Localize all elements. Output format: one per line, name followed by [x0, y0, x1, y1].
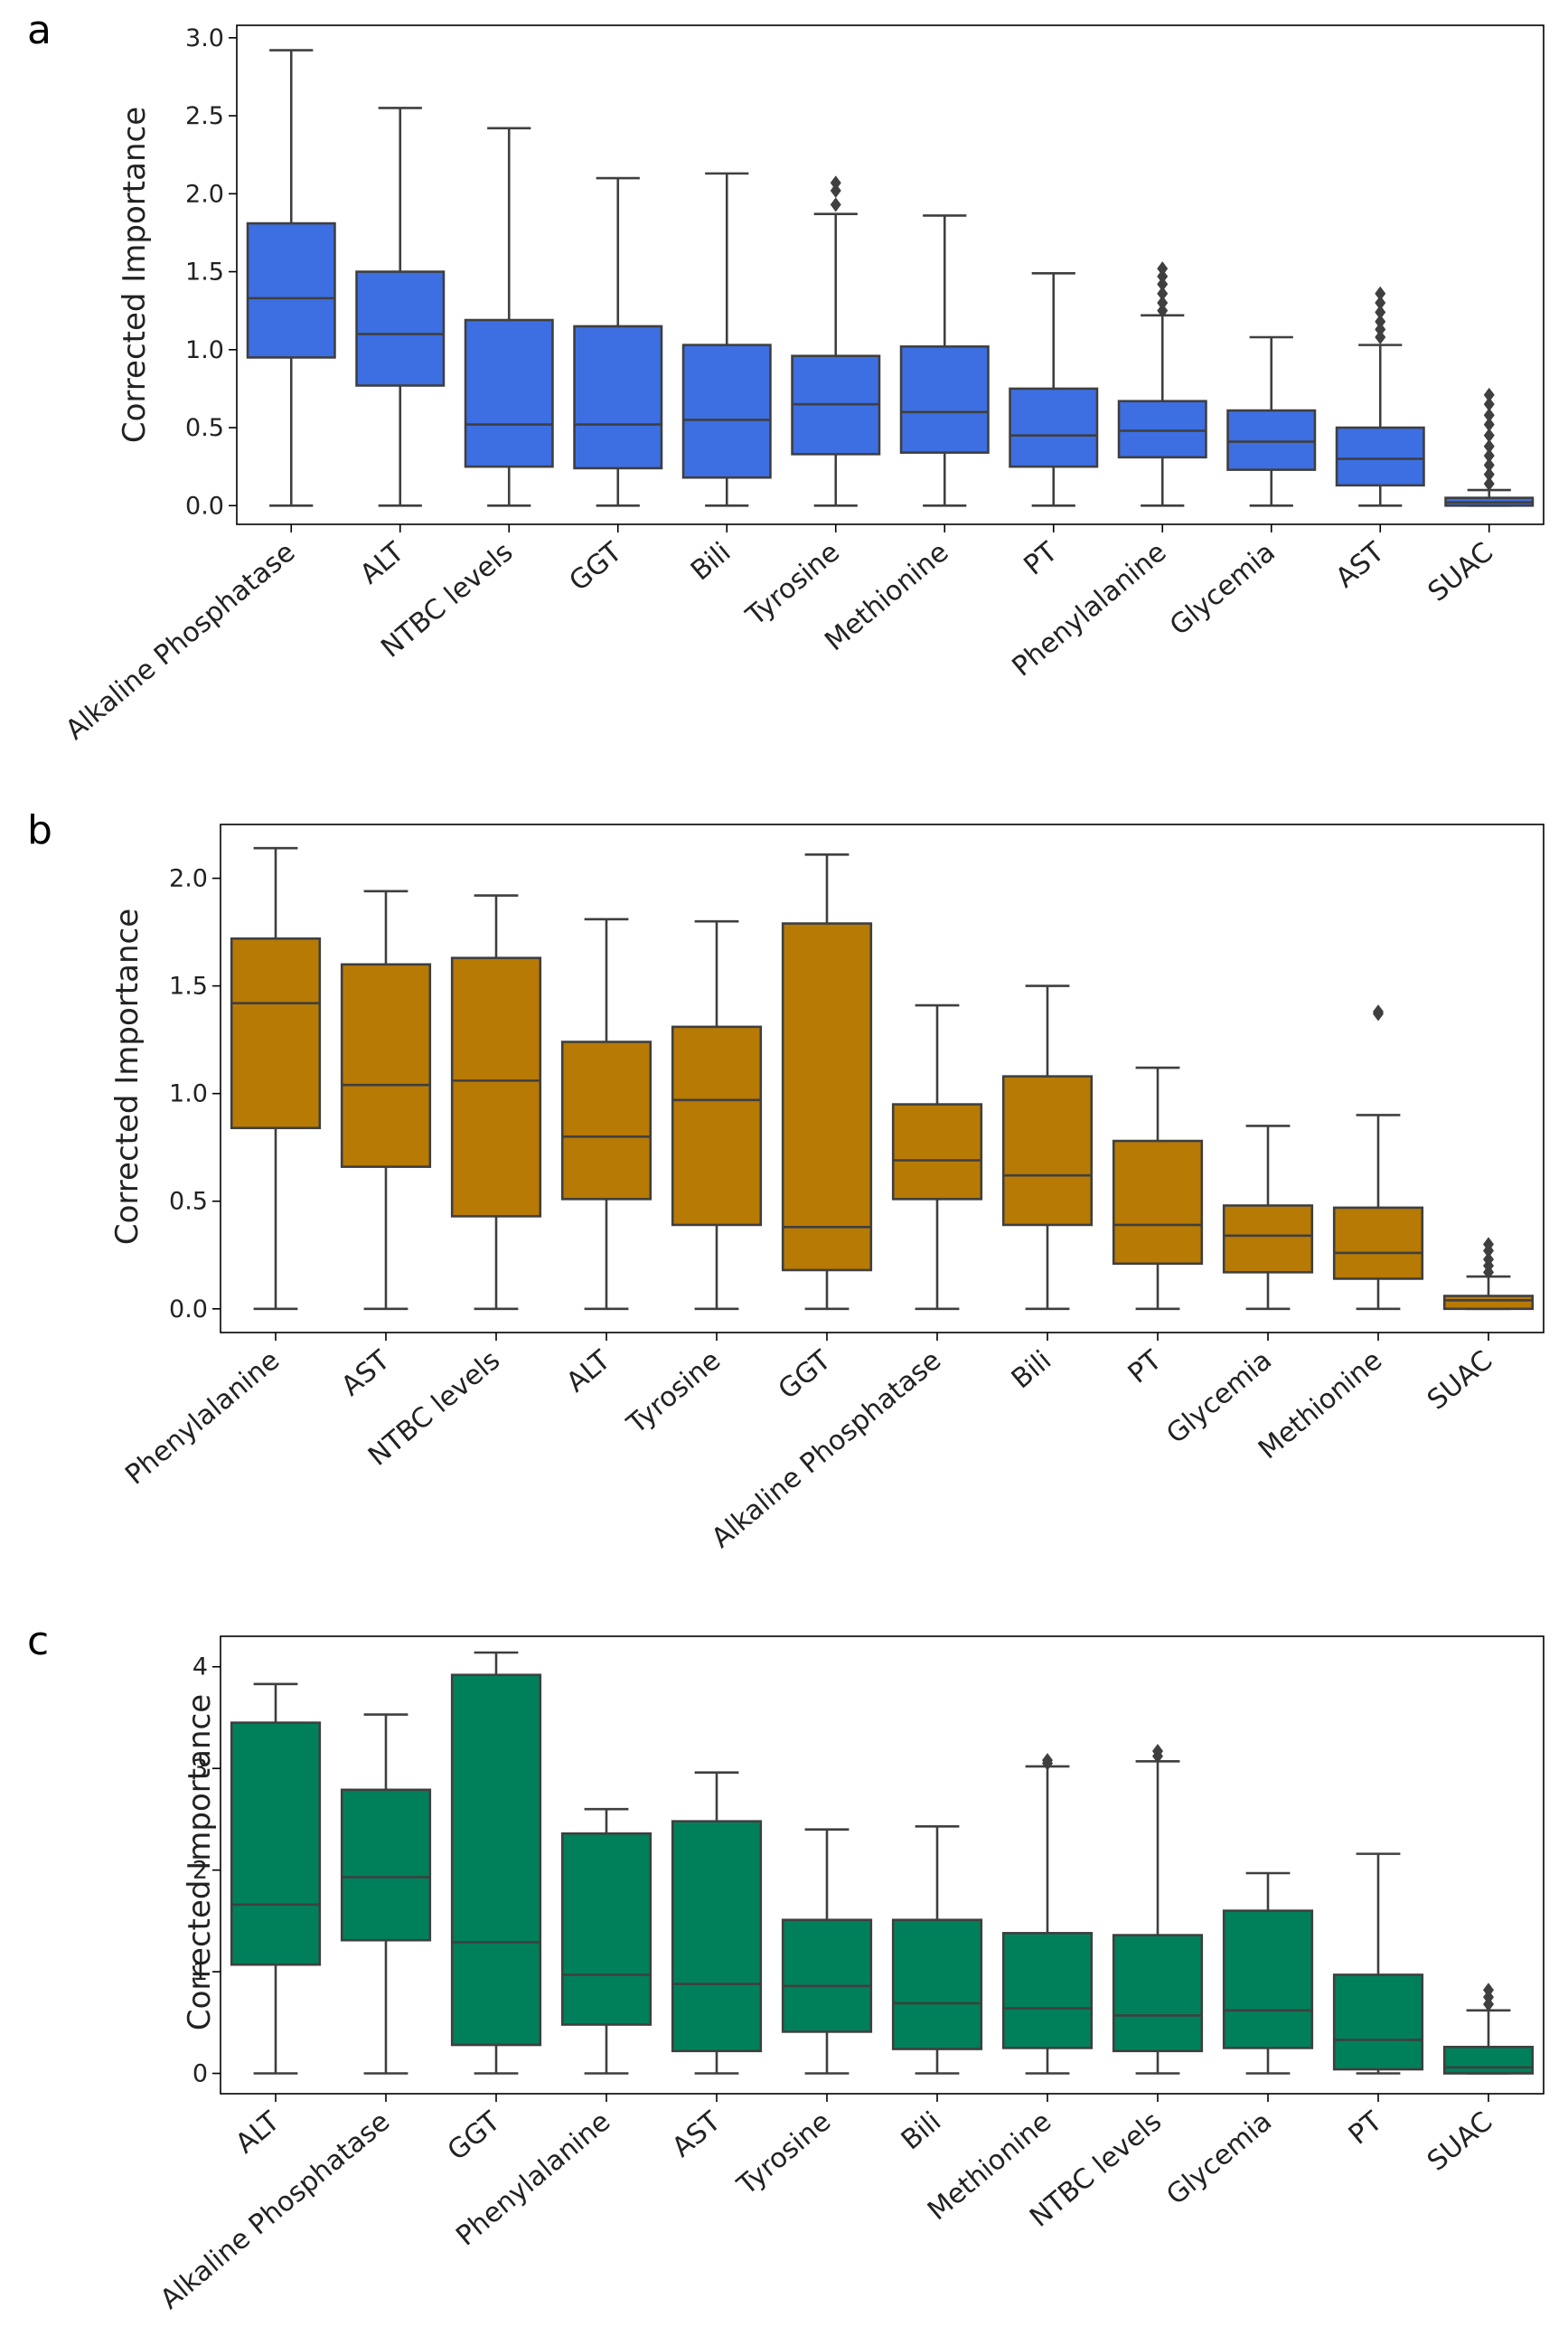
panel-b-ylabel: Corrected Importance [109, 909, 146, 1245]
panel-b-box-3: ALT [560, 918, 653, 1399]
iqr-box [1332, 1973, 1424, 2071]
iqr-box [891, 1918, 983, 2050]
outlier-point [1157, 277, 1169, 292]
outlier-point [1157, 296, 1169, 311]
panel-b-letter: b [27, 807, 52, 853]
iqr-box [340, 963, 432, 1168]
outlier-point [830, 197, 841, 212]
iqr-box [230, 1721, 322, 1966]
iqr-box [671, 1025, 763, 1227]
panel-b-ytick-label: 1.0 [169, 1080, 208, 1108]
iqr-box [355, 270, 446, 387]
panel-c-ytick-label: 3 [192, 1755, 208, 1783]
outlier-point [1375, 330, 1386, 344]
panel-c-ylabel: Corrected Importance [182, 1694, 218, 2030]
iqr-box [1222, 1204, 1314, 1274]
iqr-box [246, 221, 336, 359]
outlier-point [830, 175, 841, 191]
outlier-point [1483, 476, 1495, 492]
iqr-box [781, 922, 873, 1272]
outlier-point [1157, 268, 1169, 284]
panel-c-ytick-label: 1 [192, 1958, 208, 1986]
outlier-point [1375, 314, 1386, 329]
panel-a-ytick-label: 2.5 [185, 102, 224, 130]
outlier-point [1483, 387, 1495, 402]
iqr-box [681, 344, 772, 479]
outlier-point [1157, 286, 1169, 301]
iqr-box [1112, 1934, 1204, 2053]
iqr-box [340, 1788, 432, 1942]
iqr-box [560, 1832, 653, 2026]
outlier-point [1152, 1744, 1163, 1759]
outlier-point [1483, 408, 1495, 423]
iqr-box [1332, 1206, 1424, 1280]
outlier-point [1373, 1004, 1384, 1020]
iqr-box [671, 1820, 763, 2053]
iqr-box [1226, 409, 1317, 471]
panel-a-frame [236, 24, 1545, 525]
outlier-point [1042, 1753, 1053, 1768]
outlier-point [1483, 466, 1495, 482]
panel-b-frame [220, 824, 1545, 1333]
iqr-box [1222, 1909, 1314, 2049]
panel-a-ytick-label: 0.0 [185, 492, 224, 520]
outlier-point [1483, 438, 1495, 454]
outlier-point [1157, 261, 1169, 277]
iqr-box [781, 1918, 873, 2033]
iqr-box [1442, 1295, 1535, 1311]
panel-c-ytick-label: 2 [192, 1857, 208, 1885]
panel-a-ytick-label: 1.5 [185, 259, 224, 287]
panel-c-letter: c [27, 1618, 49, 1664]
panel-c-frame [220, 1635, 1545, 2095]
iqr-box [450, 1673, 542, 2047]
outlier-point [1483, 428, 1495, 443]
panel-a-ytick-label: 0.5 [185, 414, 224, 442]
iqr-box [560, 1041, 653, 1201]
iqr-box [1001, 1932, 1094, 2049]
panel-b-ytick-label: 1.5 [169, 973, 208, 1001]
iqr-box [1112, 1139, 1204, 1266]
panel-b-ytick-label: 0.5 [169, 1188, 208, 1216]
outlier-point [1483, 457, 1495, 473]
iqr-box [891, 1103, 983, 1201]
panel-a-ytick-label: 2.0 [185, 180, 224, 208]
iqr-box [899, 345, 990, 454]
outlier-point [1375, 305, 1386, 320]
iqr-box [573, 325, 663, 470]
panel-a-ylabel: Corrected Importance [117, 107, 153, 443]
outlier-point [1375, 322, 1386, 337]
panel-a-ytick-label: 1.0 [185, 336, 224, 364]
iqr-box [1009, 387, 1099, 468]
iqr-box [230, 937, 322, 1130]
outlier-point [830, 183, 841, 198]
outlier-point [1483, 1252, 1494, 1267]
outlier-point [1483, 1983, 1494, 1998]
panel-c-ytick-label: 0 [192, 2060, 208, 2088]
outlier-point [1375, 296, 1386, 311]
iqr-box [1117, 400, 1207, 459]
iqr-box [1001, 1075, 1094, 1227]
iqr-box [450, 956, 542, 1218]
iqr-box [464, 318, 554, 468]
panel-b-ytick-label: 2.0 [169, 865, 208, 893]
outlier-point [1483, 1237, 1494, 1252]
panel-b-ytick-label: 0.0 [169, 1295, 208, 1323]
iqr-box [1442, 2045, 1535, 2075]
iqr-box [1335, 426, 1425, 487]
outlier-point [1483, 448, 1495, 464]
outlier-point [1375, 286, 1386, 301]
panel-c-ytick-label: 4 [192, 1653, 208, 1681]
panel-a-letter: a [27, 7, 52, 53]
panel-a-ytick-label: 3.0 [185, 24, 224, 52]
outlier-point [1483, 417, 1495, 432]
outlier-point [1483, 397, 1495, 412]
outlier-point [1157, 303, 1169, 318]
